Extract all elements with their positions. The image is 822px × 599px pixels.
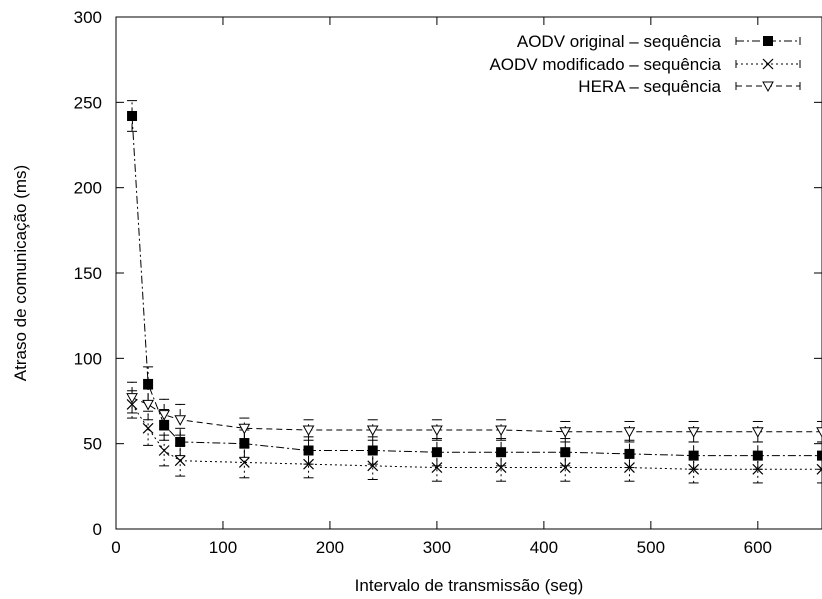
legend-marker [763, 36, 773, 46]
series-line [131, 397, 822, 433]
x-tick-label: 0 [111, 538, 120, 557]
x-axis-label: Intervalo de transmissão (seg) [355, 576, 584, 595]
data-point [559, 462, 571, 473]
data-point [751, 427, 764, 438]
marker-stroke [688, 463, 700, 475]
data-point [366, 425, 379, 437]
data-point [239, 438, 250, 449]
y-tick-label: 250 [74, 93, 102, 112]
x-tick-label: 400 [530, 538, 558, 557]
y-axis-label: Atraso de comunicação (ms) [11, 165, 30, 381]
x-tick-label: 200 [316, 538, 344, 557]
data-point [367, 460, 379, 472]
data-point [238, 423, 251, 435]
data-point [816, 463, 822, 475]
data-point [752, 463, 764, 475]
data-point [143, 378, 154, 389]
data-point [142, 422, 154, 434]
marker-stroke [158, 445, 170, 456]
y-tick-label: 100 [74, 349, 102, 368]
data-point [158, 445, 170, 456]
x-tick-label: 300 [423, 538, 451, 557]
data-point [238, 457, 250, 468]
marker-stroke [559, 462, 571, 473]
marker-stroke [752, 463, 764, 475]
data-point [367, 445, 378, 456]
y-tick-label: 0 [93, 520, 102, 539]
data-point [623, 427, 636, 438]
marker-stroke [431, 462, 443, 473]
data-point [624, 462, 635, 473]
data-point [431, 462, 443, 473]
data-point [174, 455, 186, 467]
data-point [688, 463, 700, 475]
legend-label: AODV modificado – sequência [489, 55, 721, 74]
y-tick-label: 150 [74, 264, 102, 283]
data-point [431, 447, 442, 458]
x-tick-label: 500 [637, 538, 665, 557]
data-point [495, 462, 507, 473]
marker-stroke [367, 460, 379, 472]
series-3 [126, 381, 822, 443]
legend-marker [762, 58, 774, 70]
data-point [303, 458, 314, 470]
legend: AODV original – sequência AODV modificado… [489, 32, 801, 96]
data-point [158, 410, 170, 421]
data-point [816, 427, 822, 438]
data-point [560, 447, 571, 458]
marker-stroke [495, 462, 507, 473]
series-2 [126, 390, 822, 484]
data-point [175, 436, 186, 447]
marker-stroke [816, 468, 822, 475]
x-tick-label: 600 [744, 538, 772, 557]
marker-stroke [624, 462, 635, 473]
marker-stroke [126, 398, 138, 410]
x-tick-label: 100 [209, 538, 237, 557]
legend-marker [762, 81, 774, 93]
data-point [496, 447, 507, 458]
axis-ticks: 0 100 200 300 400 500 600 0 50 100 150 200 250 300 [74, 8, 822, 557]
data-point [174, 415, 187, 426]
data-point [687, 427, 700, 438]
legend-label: AODV original – sequência [517, 32, 722, 51]
marker-stroke [174, 455, 186, 467]
series-line [131, 404, 822, 470]
data-point [495, 425, 507, 437]
marker-stroke [762, 58, 774, 70]
marker-stroke [816, 463, 822, 471]
legend-label: HERA – sequência [578, 77, 721, 96]
data-point [431, 425, 443, 437]
marker-stroke [303, 458, 314, 470]
data-point [127, 110, 138, 121]
series-1 [127, 100, 822, 470]
data-point [142, 399, 154, 411]
data-point [302, 425, 315, 437]
y-tick-label: 300 [74, 8, 102, 27]
y-tick-label: 200 [74, 179, 102, 198]
data-point [126, 393, 138, 404]
data-point [126, 398, 138, 410]
series-line [131, 115, 822, 457]
data-point [559, 427, 572, 438]
y-tick-label: 50 [83, 435, 102, 454]
marker-stroke [142, 422, 154, 434]
series-layer [126, 100, 822, 484]
marker-stroke [238, 457, 250, 468]
